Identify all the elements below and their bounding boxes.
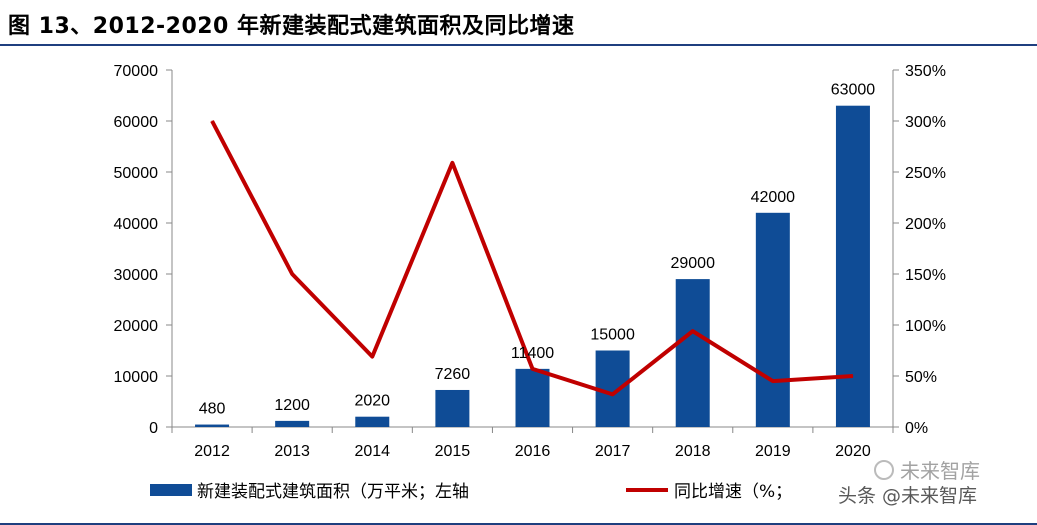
data-label-2015: 7260 — [435, 366, 471, 383]
right-tick-label: 100% — [905, 318, 946, 335]
growth-point-2019 — [772, 380, 774, 382]
x-tick-label: 2018 — [675, 443, 711, 460]
watermark-line2: 头条 @未来智库 — [838, 485, 977, 507]
data-label-2019: 42000 — [751, 189, 796, 206]
growth-point-2018 — [692, 330, 694, 332]
chart-axes: 0 0% 10000 50% 20000 100% 30000 150% 40000 200% 50… — [114, 63, 946, 460]
chart-title: 图 13、2012-2020 年新建装配式建筑面积及同比增速 — [8, 14, 575, 39]
top-rule — [0, 44, 1037, 46]
left-tick-label: 0 — [149, 420, 158, 437]
data-label-2014: 2020 — [354, 393, 390, 410]
bar-2015 — [435, 389, 470, 427]
x-tick-label: 2015 — [435, 443, 471, 460]
x-tick-label: 2016 — [515, 443, 551, 460]
bar-2016 — [515, 368, 550, 427]
chart-legend: 新建装配式建筑面积（万平米；左轴 同比增速（%； — [150, 482, 792, 502]
bar-2020 — [835, 105, 870, 427]
growth-point-2017 — [612, 393, 614, 395]
right-tick-label: 150% — [905, 267, 946, 284]
legend-bar-label: 新建装配式建筑面积（万平米；左轴 — [197, 482, 469, 502]
watermark-line1: 未来智库 — [900, 459, 980, 483]
watermark-logo-icon — [874, 460, 894, 480]
right-tick-label: 200% — [905, 216, 946, 233]
right-tick-label: 50% — [905, 369, 937, 386]
growth-point-2013 — [291, 273, 293, 275]
data-label-2017: 15000 — [590, 327, 635, 344]
data-label-2018: 29000 — [670, 255, 715, 272]
right-tick-label: 250% — [905, 165, 946, 182]
bar-2018 — [675, 279, 710, 427]
x-tick-label: 2014 — [354, 443, 390, 460]
left-tick-label: 40000 — [114, 216, 159, 233]
legend-bar-swatch — [150, 484, 192, 496]
data-label-2020: 63000 — [831, 82, 876, 99]
left-tick-label: 60000 — [114, 114, 159, 131]
x-tick-label: 2020 — [835, 443, 871, 460]
left-tick-label: 30000 — [114, 267, 159, 284]
data-label-2016: 11400 — [511, 345, 554, 362]
data-label-2013: 1200 — [274, 397, 310, 414]
left-tick-label: 20000 — [114, 318, 159, 335]
bar-2012 — [195, 424, 230, 427]
data-label-2012: 480 — [199, 401, 226, 418]
growth-point-2020 — [852, 375, 854, 377]
x-tick-label: 2013 — [274, 443, 310, 460]
legend-line-label: 同比增速（%； — [674, 482, 792, 502]
x-tick-label: 2017 — [595, 443, 631, 460]
bar-2013 — [275, 420, 310, 427]
left-tick-label: 10000 — [114, 369, 159, 386]
left-tick-label: 70000 — [114, 63, 159, 80]
growth-point-2016 — [532, 368, 533, 370]
bar-2019 — [755, 212, 790, 427]
data-labels: 480 1200 2020 7260 11400 15000 29000 42000 63000 — [199, 82, 876, 418]
growth-point-2014 — [371, 356, 373, 358]
growth-point-2012 — [211, 120, 213, 122]
growth-point-2015 — [451, 162, 453, 164]
right-tick-label: 0% — [905, 420, 928, 437]
left-tick-label: 50000 — [114, 165, 159, 182]
line-series — [210, 120, 854, 397]
x-tick-label: 2012 — [194, 443, 230, 460]
bottom-rule — [0, 523, 1037, 525]
right-tick-label: 350% — [905, 63, 946, 80]
bar-2014 — [355, 416, 390, 427]
right-tick-label: 300% — [905, 114, 946, 131]
bar-series — [195, 105, 870, 427]
x-tick-label: 2019 — [755, 443, 791, 460]
